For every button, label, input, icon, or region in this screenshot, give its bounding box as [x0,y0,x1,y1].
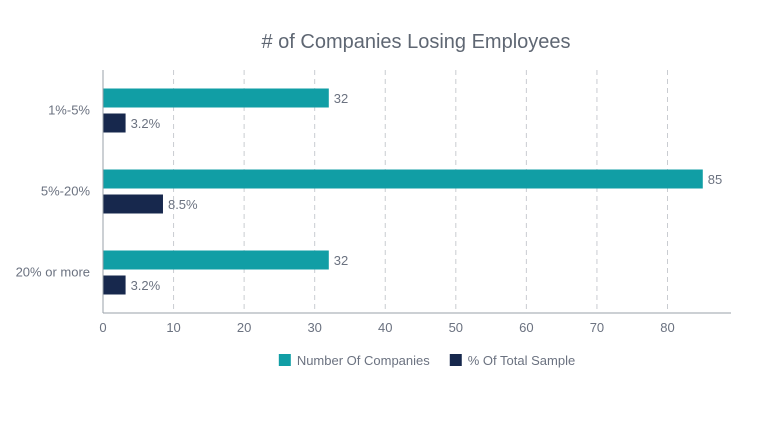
data-label: 32 [334,253,348,268]
bar [103,275,126,295]
bars: 32 3.2% 85 8.5% 32 3.2% [103,88,722,295]
axes: 0 10 20 30 40 50 60 70 80 1%-5% 5%-20% 20% or more [16,70,731,335]
legend-swatch [449,354,462,366]
x-tick-label: 10 [166,320,180,335]
bar [103,194,163,214]
x-tick-label: 80 [660,320,674,335]
data-label: 85 [708,172,722,187]
bar [103,169,703,189]
chart-title: # of Companies Losing Employees [261,31,570,53]
x-tick-label: 40 [378,320,392,335]
data-label: 3.2% [131,278,161,293]
y-category-label: 5%-20% [41,184,91,199]
x-tick-label: 60 [519,320,533,335]
data-label: 8.5% [168,197,198,212]
bar [103,113,126,133]
x-tick-label: 20 [237,320,251,335]
data-label: 32 [334,91,348,106]
bar [103,88,329,108]
data-label: 3.2% [131,116,161,131]
y-category-label: 20% or more [16,265,90,280]
x-tick-label: 30 [307,320,321,335]
legend-label: % Of Total Sample [468,353,575,368]
x-tick-label: 0 [99,320,106,335]
y-category-label: 1%-5% [48,103,90,118]
bar [103,250,329,270]
x-tick-label: 50 [449,320,463,335]
legend-label: Number Of Companies [297,353,430,368]
grid-lines [173,70,668,313]
legend-swatch [278,354,291,366]
legend: Number Of Companies % Of Total Sample [278,353,575,368]
x-tick-label: 70 [590,320,604,335]
